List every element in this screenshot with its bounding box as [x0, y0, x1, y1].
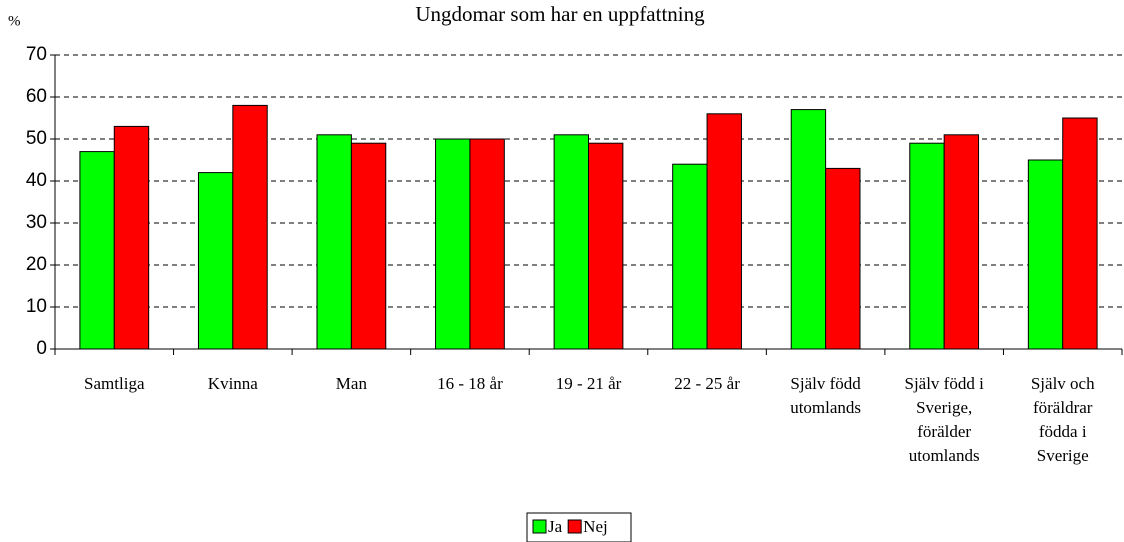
bar	[435, 138, 471, 350]
x-tick-label: Själv född i Sverige, förälder utomlands	[904, 374, 984, 465]
bar	[672, 163, 708, 350]
y-tick-label: 0	[36, 338, 47, 359]
x-tick-label: Man	[336, 374, 368, 393]
x-tick-label: Själv född utomlands	[790, 374, 861, 417]
x-tick-label: 22 - 25 år	[674, 374, 740, 393]
legend-label: Nej	[583, 517, 608, 536]
bar	[909, 142, 945, 350]
bar	[790, 109, 827, 350]
y-axis-label: %	[8, 13, 21, 29]
bar	[706, 113, 742, 350]
bar	[553, 134, 590, 350]
x-tick-label: Kvinna	[208, 374, 259, 393]
y-tick-label: 20	[26, 254, 47, 275]
bar	[316, 134, 352, 350]
bar	[1027, 159, 1064, 350]
x-tick-label: Samtliga	[84, 374, 145, 393]
legend: Ja Nej	[526, 512, 632, 542]
bar	[79, 151, 115, 350]
chart-title: Ungdomar som har en uppfattning	[415, 2, 705, 26]
legend-swatch	[532, 519, 547, 534]
bar	[197, 172, 234, 350]
y-tick-label: 40	[26, 170, 47, 191]
y-tick-label: 60	[26, 86, 47, 107]
bar	[350, 142, 387, 350]
bar	[588, 142, 624, 350]
y-tick-label: 10	[26, 296, 47, 317]
x-tick-label: Själv och föräldrar födda i Sverige	[1031, 374, 1095, 465]
bar	[232, 104, 268, 350]
bar	[1062, 117, 1098, 350]
x-tick-label: 19 - 21 år	[556, 374, 622, 393]
bar	[825, 167, 861, 350]
legend-swatch	[567, 519, 582, 534]
x-tick-label: 16 - 18 år	[437, 374, 503, 393]
bar	[469, 138, 505, 350]
bar	[943, 134, 980, 350]
y-tick-label: 50	[26, 128, 47, 149]
y-tick-label: 70	[26, 44, 47, 65]
bar	[113, 125, 150, 350]
legend-label: Ja	[548, 517, 563, 536]
y-tick-label: 30	[26, 212, 47, 233]
